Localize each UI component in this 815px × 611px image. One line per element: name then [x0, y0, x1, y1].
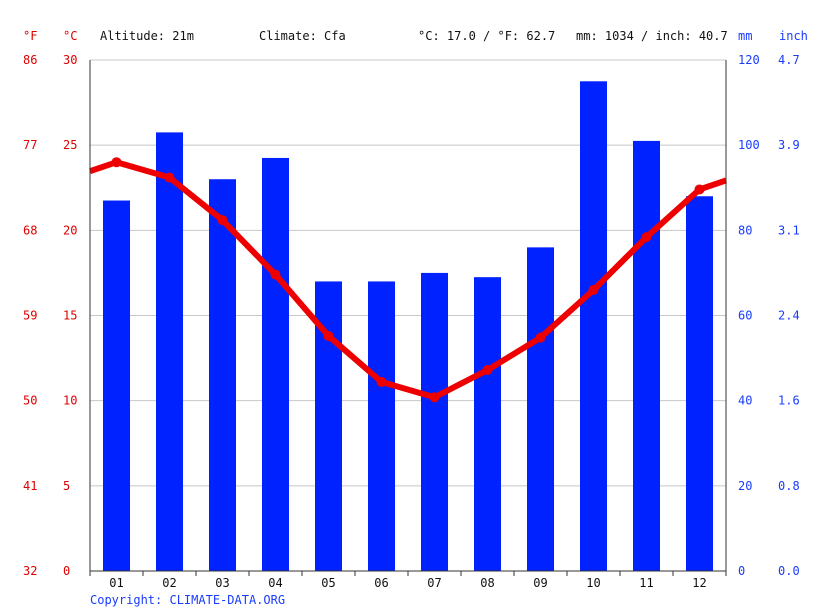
inch-tick-label: 4.7: [778, 53, 800, 67]
mm-tick-label: 80: [738, 223, 752, 237]
fahrenheit-tick-label: 50: [23, 394, 37, 408]
inch-tick-label: 2.4: [778, 309, 800, 323]
mm-tick-label: 120: [738, 53, 760, 67]
inch-tick-label: 0.8: [778, 479, 800, 493]
mm-tick-label: 0: [738, 564, 745, 578]
celsius-tick-label: 30: [63, 53, 77, 67]
fahrenheit-tick-label: 77: [23, 138, 37, 152]
temperature-point: [217, 215, 228, 226]
month-tick-label: 11: [639, 576, 653, 590]
fahrenheit-tick-label: 68: [23, 223, 37, 237]
fahrenheit-tick-label: 86: [23, 53, 37, 67]
month-tick-label: 01: [109, 576, 123, 590]
celsius-unit-label: °C: [63, 29, 77, 43]
axis-labels: 32 0 41 5 50 10 59 15 68 20 77 25 86 30 0 0.0 20 0.8 40 1.6…: [23, 53, 800, 590]
precipitation-bar: [103, 200, 130, 571]
precipitation-bar: [368, 281, 395, 571]
month-tick-label: 09: [533, 576, 547, 590]
celsius-tick-label: 25: [63, 138, 77, 152]
inch-tick-label: 0.0: [778, 564, 800, 578]
temperature-point: [588, 284, 599, 295]
precipitation-bar: [580, 81, 607, 572]
climate-label: Climate: Cfa: [259, 29, 346, 43]
precipitation-bar: [262, 157, 289, 572]
month-tick-label: 12: [692, 576, 706, 590]
temperature-point: [164, 172, 175, 183]
temperature-point: [535, 332, 546, 343]
fahrenheit-tick-label: 41: [23, 479, 37, 493]
celsius-tick-label: 5: [63, 479, 70, 493]
mm-tick-label: 100: [738, 138, 760, 152]
month-tick-label: 07: [427, 576, 441, 590]
month-tick-label: 08: [480, 576, 494, 590]
month-tick-label: 05: [321, 576, 335, 590]
fahrenheit-unit-label: °F: [23, 29, 37, 43]
inch-tick-label: 1.6: [778, 394, 800, 408]
inch-tick-label: 3.1: [778, 223, 800, 237]
temperature-series-line: [89, 159, 727, 401]
gridlines: [90, 59, 726, 487]
mm-tick-label: 60: [738, 309, 752, 323]
mm-tick-label: 40: [738, 394, 752, 408]
precipitation-bar: [474, 277, 501, 571]
altitude-label: Altitude: 21m: [100, 29, 194, 43]
precipitation-bar: [209, 179, 236, 571]
celsius-tick-label: 10: [63, 394, 77, 408]
fahrenheit-tick-label: 32: [23, 564, 37, 578]
celsius-tick-label: 20: [63, 223, 77, 237]
precipitation-bar: [633, 140, 660, 572]
temperature-point: [694, 184, 705, 195]
temperature-point: [482, 365, 493, 376]
month-tick-label: 03: [215, 576, 229, 590]
inch-unit-label: inch: [779, 29, 808, 43]
precipitation-bar: [421, 272, 448, 571]
precipitation-bar: [527, 247, 554, 571]
mm-tick-label: 20: [738, 479, 752, 493]
temperature-point: [270, 269, 281, 280]
temperature-line: [89, 157, 727, 403]
temperature-point: [641, 232, 652, 243]
month-tick-label: 02: [162, 576, 176, 590]
precipitation-bars: [103, 81, 713, 572]
precipitation-summary: mm: 1034 / inch: 40.7: [576, 29, 728, 43]
month-tick-label: 10: [586, 576, 600, 590]
mm-unit-label: mm: [738, 29, 752, 43]
precipitation-bar: [686, 196, 713, 571]
precipitation-bar: [156, 132, 183, 571]
month-tick-label: 04: [268, 576, 282, 590]
celsius-tick-label: 15: [63, 309, 77, 323]
temperature-summary: °C: 17.0 / °F: 62.7: [418, 29, 555, 43]
temperature-point: [429, 392, 440, 403]
inch-tick-label: 3.9: [778, 138, 800, 152]
copyright-text: Copyright: CLIMATE-DATA.ORG: [90, 593, 285, 607]
temperature-point: [323, 330, 334, 341]
fahrenheit-tick-label: 59: [23, 309, 37, 323]
temperature-point: [111, 157, 122, 168]
celsius-tick-label: 0: [63, 564, 70, 578]
temperature-point: [376, 376, 387, 387]
month-tick-label: 06: [374, 576, 388, 590]
axes: [89, 60, 727, 576]
